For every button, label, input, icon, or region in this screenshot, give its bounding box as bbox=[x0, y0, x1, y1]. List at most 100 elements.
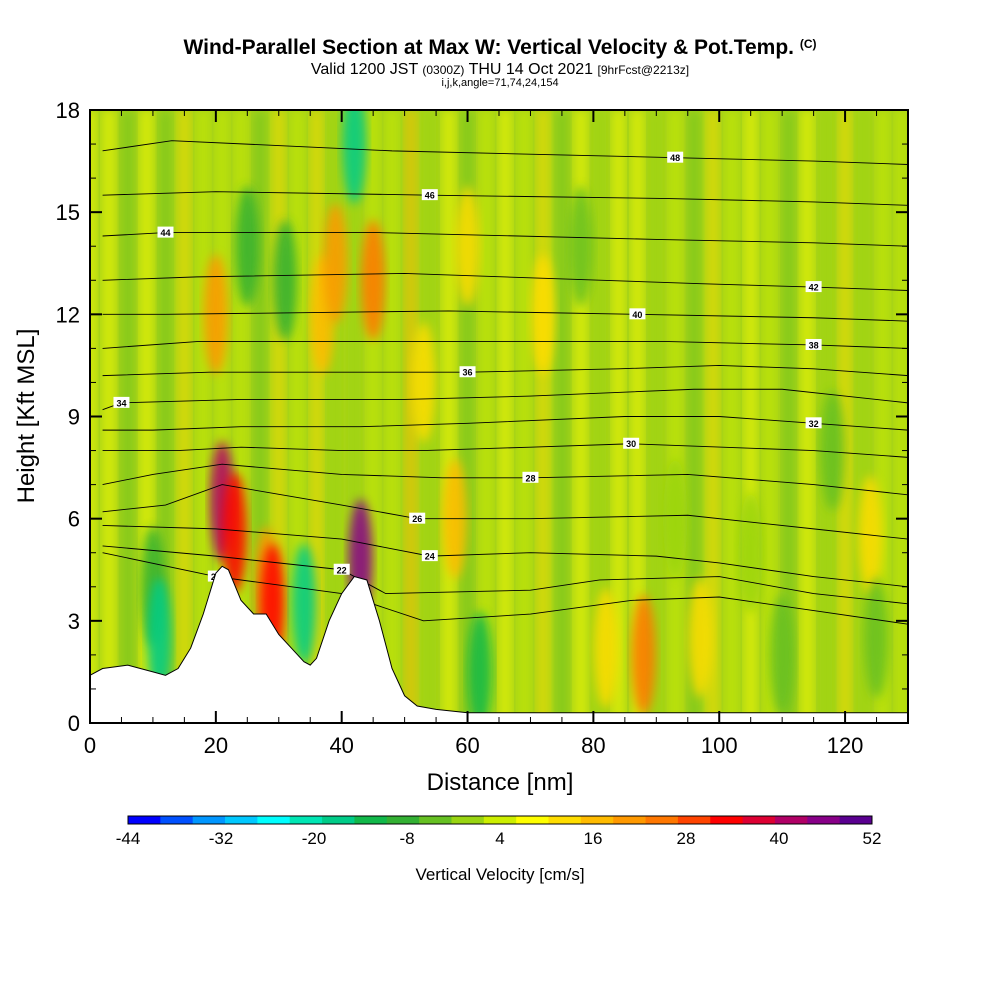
theta-contour-line bbox=[102, 140, 908, 165]
chart-title-text: Wind-Parallel Section at Max W: Vertical… bbox=[183, 36, 794, 59]
theta-contour-line bbox=[102, 232, 908, 247]
terrain bbox=[90, 565, 908, 723]
subtitle-date: THU 14 Oct 2021 bbox=[468, 61, 594, 78]
velocity-streak bbox=[518, 110, 531, 723]
velocity-streak bbox=[801, 110, 814, 723]
subtitle-forecast: [9hrFcst@2213z] bbox=[597, 63, 690, 77]
theta-contour-line bbox=[102, 416, 908, 431]
colorbar-swatch bbox=[225, 816, 258, 824]
theta-contour-label-bg bbox=[421, 550, 438, 562]
velocity-streak bbox=[197, 110, 210, 723]
theta-contour-label-bg bbox=[459, 366, 476, 378]
colorbar-swatch bbox=[710, 816, 744, 824]
colorbar-label: Vertical Velocity [cm/s] bbox=[415, 865, 584, 884]
colorbar-swatch bbox=[419, 816, 452, 824]
subtitle-utc: (0300Z) bbox=[422, 63, 465, 77]
y-tick-label: 15 bbox=[56, 200, 80, 225]
theta-contour-label: 44 bbox=[160, 228, 170, 238]
colorbar-frame bbox=[127, 815, 873, 825]
theta-contour-line bbox=[102, 310, 908, 322]
y-tick-label: 9 bbox=[68, 405, 80, 430]
theta-contour-label: 42 bbox=[809, 283, 819, 293]
theta-contour-label: 26 bbox=[412, 514, 422, 524]
colorbar-swatch bbox=[128, 816, 161, 824]
x-tick-label: 80 bbox=[581, 733, 605, 758]
theta-contour-label-bg bbox=[522, 471, 539, 483]
x-tick-label: 40 bbox=[329, 733, 353, 758]
theta-contour-label: 40 bbox=[632, 310, 642, 320]
y-tick-label: 6 bbox=[68, 507, 80, 532]
theta-contour-label-bg bbox=[805, 417, 822, 429]
x-tick-label: 60 bbox=[455, 733, 479, 758]
velocity-streak bbox=[499, 110, 512, 723]
colorbar-tick-label: -20 bbox=[302, 829, 327, 848]
theta-contour-label-bg bbox=[623, 437, 640, 449]
velocity-streak bbox=[404, 110, 417, 723]
y-axis-label: Height [Kft MSL] bbox=[13, 329, 40, 504]
colorbar-tick-label: 16 bbox=[584, 829, 603, 848]
theta-contour-label-bg bbox=[629, 308, 646, 320]
velocity-streak bbox=[593, 110, 606, 723]
colorbar-swatch bbox=[774, 816, 808, 824]
theta-contour-label-bg bbox=[805, 281, 822, 293]
velocity-streak bbox=[839, 110, 852, 723]
colorbar-swatch bbox=[645, 816, 679, 824]
colorbar-swatch bbox=[516, 816, 549, 824]
velocity-streak bbox=[386, 110, 399, 723]
colorbar-swatch bbox=[451, 816, 485, 824]
velocity-cell bbox=[273, 220, 298, 341]
theta-contour-line bbox=[102, 388, 908, 411]
colorbar-swatch bbox=[807, 816, 841, 824]
colorbar-tick-label: 52 bbox=[863, 829, 882, 848]
theta-contour-label-bg bbox=[805, 338, 822, 350]
theta-contour-line bbox=[102, 191, 908, 206]
colorbar-tick-label: -44 bbox=[116, 829, 141, 848]
velocity-cell bbox=[738, 492, 763, 613]
colorbar-swatch bbox=[483, 816, 517, 824]
theta-contour-line bbox=[102, 364, 908, 377]
colorbar-tick-label: 40 bbox=[770, 829, 789, 848]
velocity-cell bbox=[361, 220, 386, 341]
colorbar-swatch bbox=[613, 816, 646, 824]
velocity-streak bbox=[782, 110, 795, 723]
theta-contour-label: 30 bbox=[626, 439, 636, 449]
velocity-cell bbox=[203, 254, 228, 375]
y-tick-label: 18 bbox=[56, 98, 80, 123]
theta-contour-label-bg bbox=[667, 151, 684, 163]
velocity-streak bbox=[102, 110, 115, 723]
velocity-cell bbox=[770, 594, 795, 715]
theta-contour-label-bg bbox=[113, 396, 130, 408]
y-tick-label: 0 bbox=[68, 711, 80, 736]
colorbar: -44 -32 -20 -8 4 16 28 40 52 bbox=[116, 815, 882, 848]
theta-contour-label-bg bbox=[421, 189, 438, 201]
theta-contour-label: 38 bbox=[809, 340, 819, 350]
theta-contour-line bbox=[102, 545, 908, 605]
velocity-cell bbox=[820, 390, 845, 511]
chart-subtitle: Valid 1200 JST (0300Z) THU 14 Oct 2021 [… bbox=[0, 61, 1000, 79]
colorbar-swatch bbox=[580, 816, 614, 824]
velocity-cell bbox=[688, 577, 713, 698]
colorbar-swatch bbox=[386, 816, 420, 824]
theta-contour-label-bg bbox=[409, 512, 426, 524]
velocity-cell bbox=[468, 611, 493, 723]
velocity-cell bbox=[631, 594, 656, 715]
velocity-cell bbox=[858, 475, 883, 596]
colorbar-swatch bbox=[257, 816, 291, 824]
y-tick-label: 12 bbox=[56, 302, 80, 327]
velocity-cell bbox=[455, 186, 480, 307]
theta-contour-label: 22 bbox=[337, 565, 347, 575]
chart-subtitle-params: i,j,k,angle=71,74,24,154 bbox=[441, 77, 559, 89]
colorbar-swatch bbox=[839, 816, 873, 824]
theta-contour-label: 34 bbox=[116, 398, 126, 408]
velocity-cell bbox=[342, 110, 367, 205]
theta-contour-label-bg bbox=[157, 226, 174, 238]
theta-contour-label: 28 bbox=[525, 473, 535, 483]
velocity-cell bbox=[222, 472, 247, 593]
theta-contour-line bbox=[102, 443, 908, 458]
theta-contour-line bbox=[102, 273, 908, 291]
y-tick-label: 3 bbox=[68, 609, 80, 634]
colorbar-tick-label: 28 bbox=[677, 829, 696, 848]
colorbar-swatch bbox=[742, 816, 776, 824]
theta-contour-label-bg bbox=[333, 563, 350, 575]
colorbar-swatch bbox=[289, 816, 323, 824]
